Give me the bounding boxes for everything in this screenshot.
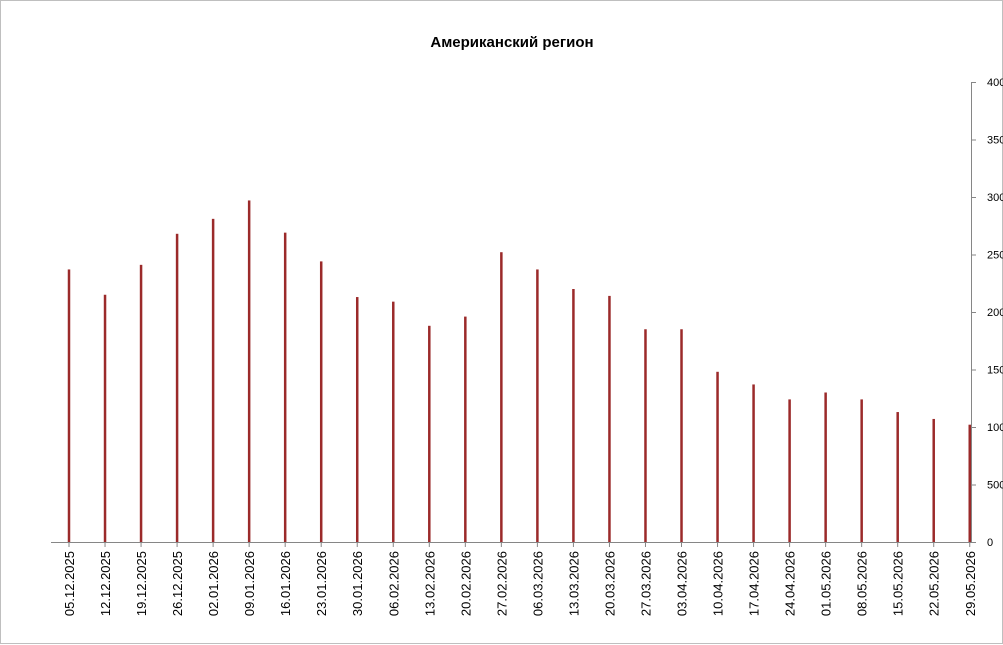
bar bbox=[392, 301, 395, 542]
bar bbox=[932, 418, 935, 542]
bar bbox=[175, 233, 179, 543]
y-tick-label: 2000 bbox=[987, 307, 1003, 319]
bar bbox=[319, 261, 323, 542]
x-tick-label: 26.12.2025 bbox=[170, 551, 185, 616]
x-tick-label: 29.05.2026 bbox=[963, 551, 978, 616]
x-tick-label: 06.03.2026 bbox=[530, 551, 545, 616]
bar bbox=[896, 412, 899, 542]
bar bbox=[500, 252, 503, 542]
bar bbox=[428, 325, 431, 542]
bar bbox=[644, 329, 647, 542]
x-tick-label: 06.02.2026 bbox=[386, 551, 401, 616]
chart-title: Американский регион bbox=[430, 34, 593, 51]
bar bbox=[67, 269, 71, 542]
bar bbox=[860, 399, 863, 542]
bar bbox=[752, 384, 755, 542]
y-tick-label: 3000 bbox=[987, 192, 1003, 204]
x-tick-label: 02.01.2026 bbox=[206, 551, 221, 616]
bar bbox=[680, 329, 683, 542]
x-tick-label: 05.12.2025 bbox=[62, 551, 77, 616]
x-tick-label: 15.05.2026 bbox=[891, 551, 906, 616]
x-tick-label: 12.12.2025 bbox=[98, 551, 113, 616]
y-tick-label: 1000 bbox=[987, 422, 1003, 434]
bar bbox=[103, 294, 107, 542]
y-tick-label: 500 bbox=[987, 480, 1003, 492]
x-tick-label: 20.02.2026 bbox=[458, 551, 473, 616]
bar bbox=[824, 392, 827, 542]
x-axis-ticks: 05.12.2025 12.12.2025 19.12.2025 26.12.2025… bbox=[62, 551, 978, 616]
bar bbox=[211, 218, 215, 542]
y-tick-label: 0 bbox=[987, 537, 993, 549]
x-tick-label: 10.04.2026 bbox=[711, 551, 726, 616]
y-tick-label: 1500 bbox=[987, 365, 1003, 377]
x-tick-label: 27.03.2026 bbox=[638, 551, 653, 616]
bar bbox=[608, 295, 611, 542]
bars-layer bbox=[67, 200, 971, 543]
y-tick-label: 2500 bbox=[987, 250, 1003, 262]
x-tick-label: 20.03.2026 bbox=[602, 551, 617, 616]
x-tick-label: 08.05.2026 bbox=[855, 551, 870, 616]
x-tick-label: 24.04.2026 bbox=[783, 551, 798, 616]
x-tick-label: 01.05.2026 bbox=[819, 551, 834, 616]
x-tick-label: 03.04.2026 bbox=[675, 551, 690, 616]
x-tick-label: 27.02.2026 bbox=[494, 551, 509, 616]
bar bbox=[536, 269, 539, 542]
x-tick-label: 19.12.2025 bbox=[134, 551, 149, 616]
x-tick-label: 09.01.2026 bbox=[242, 551, 257, 616]
x-tick-label: 13.03.2026 bbox=[566, 551, 581, 616]
y-tick-label: 3500 bbox=[987, 135, 1003, 147]
x-tick-label: 23.01.2026 bbox=[314, 551, 329, 616]
bar bbox=[572, 289, 575, 542]
x-tick-label: 22.05.2026 bbox=[927, 551, 942, 616]
bar bbox=[355, 297, 359, 542]
bar bbox=[788, 399, 791, 542]
bar bbox=[247, 200, 251, 542]
axes-layer bbox=[51, 82, 976, 547]
bar bbox=[464, 316, 467, 542]
bar bbox=[283, 232, 287, 542]
x-tick-label: 30.01.2026 bbox=[350, 551, 365, 616]
bar bbox=[139, 264, 143, 542]
bar bbox=[716, 371, 719, 542]
x-tick-label: 13.02.2026 bbox=[422, 551, 437, 616]
x-tick-label: 16.01.2026 bbox=[278, 551, 293, 616]
x-tick-label: 17.04.2026 bbox=[747, 551, 762, 616]
bar bbox=[968, 424, 971, 542]
